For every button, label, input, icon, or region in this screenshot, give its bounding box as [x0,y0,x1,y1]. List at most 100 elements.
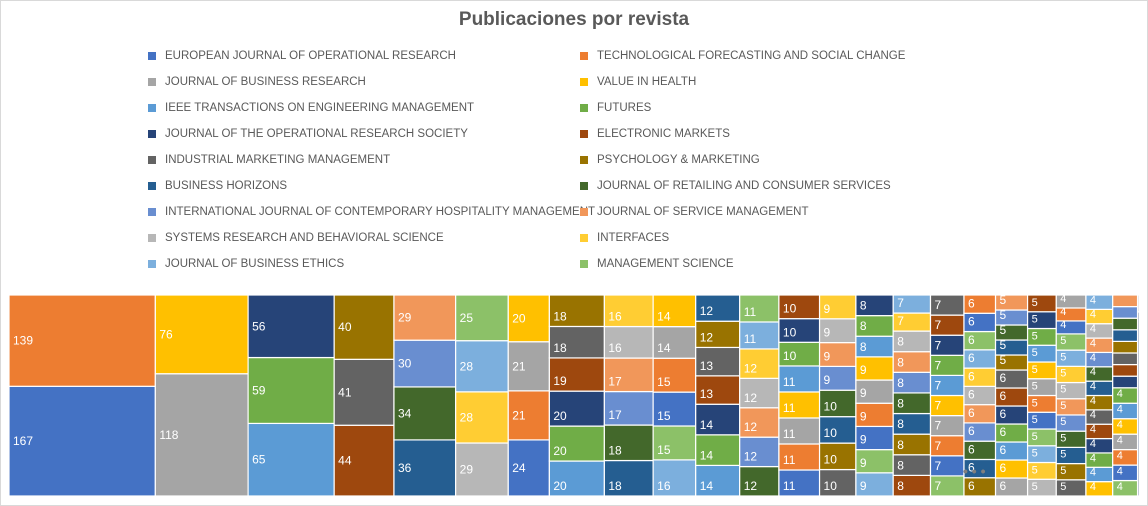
legend-swatch [580,234,588,242]
treemap-cell: 4 [1112,479,1139,496]
treemap-value-label: 7 [935,459,942,473]
treemap-cell: 11 [778,469,821,496]
treemap-value-label: 14 [700,448,714,462]
treemap-cell [1112,295,1139,308]
treemap-value-label: 10 [824,453,838,467]
treemap-tile [695,434,741,467]
treemap-value-label: 8 [897,438,904,452]
treemap-value-label: 4 [1090,381,1096,393]
treemap-tile [652,357,697,393]
treemap-cell: 12 [695,320,741,349]
treemap-cell: 7 [929,334,965,356]
treemap-cell: 9 [855,449,894,474]
treemap-cell: 5 [1055,333,1087,351]
treemap-value-label: 4 [1060,295,1066,305]
legend-swatch [580,104,588,112]
treemap-cell: 14 [652,326,697,359]
treemap-value-label: 13 [700,387,714,401]
treemap-value-label: 8 [897,397,904,411]
treemap-cell: 20 [548,425,605,462]
treemap-cell: 6 [994,369,1029,389]
treemap-value-label: 9 [860,433,867,447]
legend-item: MANAGEMENT SCIENCE [580,256,734,272]
treemap-value-label: 7 [935,399,942,413]
treemap-tile [154,373,249,496]
treemap-value-label: 5 [1060,432,1066,444]
treemap-value-label: 34 [398,406,412,420]
treemap-value-label: 4 [1090,366,1096,378]
treemap-cell: 59 [247,356,335,425]
treemap-cell: 15 [652,425,697,461]
treemap-value-label: 8 [860,340,867,354]
treemap-cell: 7 [929,314,965,336]
treemap-tile [739,295,780,323]
treemap-value-label: 4 [1117,435,1123,447]
treemap-cell: 4 [1112,402,1139,420]
treemap-value-label: 5 [1032,347,1038,359]
legend-label: VALUE IN HEALTH [597,76,697,88]
treemap-value-label: 4 [1090,438,1096,450]
treemap-cell: 10 [778,341,821,367]
treemap-value-label: 4 [1090,452,1096,464]
treemap-cell: 7 [929,295,965,316]
treemap-cell: 5 [1026,378,1057,397]
treemap-tile [739,436,780,468]
treemap-cell: 5 [1026,411,1057,430]
treemap-cell: 17 [603,357,654,393]
treemap-cell: 5 [1026,394,1057,413]
treemap-cell: 4 [1085,323,1114,339]
treemap-cell: 25 [455,295,509,342]
treemap-cell: 20 [548,390,605,427]
treemap-cell: 7 [929,414,965,437]
treemap-cell: 41 [333,358,395,426]
treemap-cell: 7 [892,295,932,314]
treemap-value-label: 41 [338,385,352,399]
treemap-tile [455,295,509,342]
treemap-cell: 5 [1055,446,1087,465]
treemap-value-label: 6 [1000,371,1007,385]
legend-label: INTERFACES [597,232,670,244]
treemap-value-label: 5 [1032,330,1038,342]
legend-swatch [148,156,156,164]
treemap-cell: 11 [778,417,821,445]
legend-item: JOURNAL OF BUSINESS ETHICS [148,256,344,272]
treemap-cell: 18 [548,295,605,328]
treemap-cell: 21 [507,341,550,392]
treemap-value-label: 5 [1060,449,1066,461]
treemap-cell: 5 [1026,327,1057,346]
treemap-cell: 16 [603,325,654,359]
treemap-value-label: 4 [1090,409,1096,421]
treemap-value-label: 9 [824,373,831,387]
treemap-cell: 5 [1055,430,1087,448]
treemap-cell: 6 [963,367,997,387]
treemap-cell: 3 [1136,295,1139,313]
treemap-cell: 5 [1026,478,1057,496]
treemap-cell: 13 [695,375,741,405]
treemap-value-label: 6 [968,388,975,402]
treemap-cell: 6 [963,385,997,406]
treemap-cell: 12 [739,377,780,409]
treemap-value-label: 4 [1060,319,1066,331]
treemap-value-label: 9 [860,386,867,400]
treemap-cell: 13 [695,346,741,377]
treemap-tile [695,403,741,436]
treemap-cell [1112,375,1139,389]
treemap-value-label: 8 [897,355,904,369]
treemap-value-label: 11 [744,332,757,346]
treemap-cell: 29 [455,442,509,496]
treemap-value-label: 20 [553,444,567,458]
treemap-cell: 5 [1026,311,1057,330]
treemap-value-label: 4 [1117,388,1123,400]
treemap-cell: 9 [855,379,894,404]
treemap-cell: 5 [1055,365,1087,384]
treemap-value-label: 6 [1000,407,1007,421]
overflow-ellipsis: • • • [963,463,986,479]
legend-swatch [148,182,156,190]
treemap-value-label: 6 [968,333,975,347]
treemap-tile [1112,305,1139,319]
treemap-tile [1112,375,1139,389]
treemap-cell: 7 [929,394,965,417]
legend-item: JOURNAL OF RETAILING AND CONSUMER SERVIC… [580,178,891,194]
legend-item: PSYCHOLOGY & MARKETING [580,152,760,168]
treemap-value-label: 4 [1117,404,1123,416]
